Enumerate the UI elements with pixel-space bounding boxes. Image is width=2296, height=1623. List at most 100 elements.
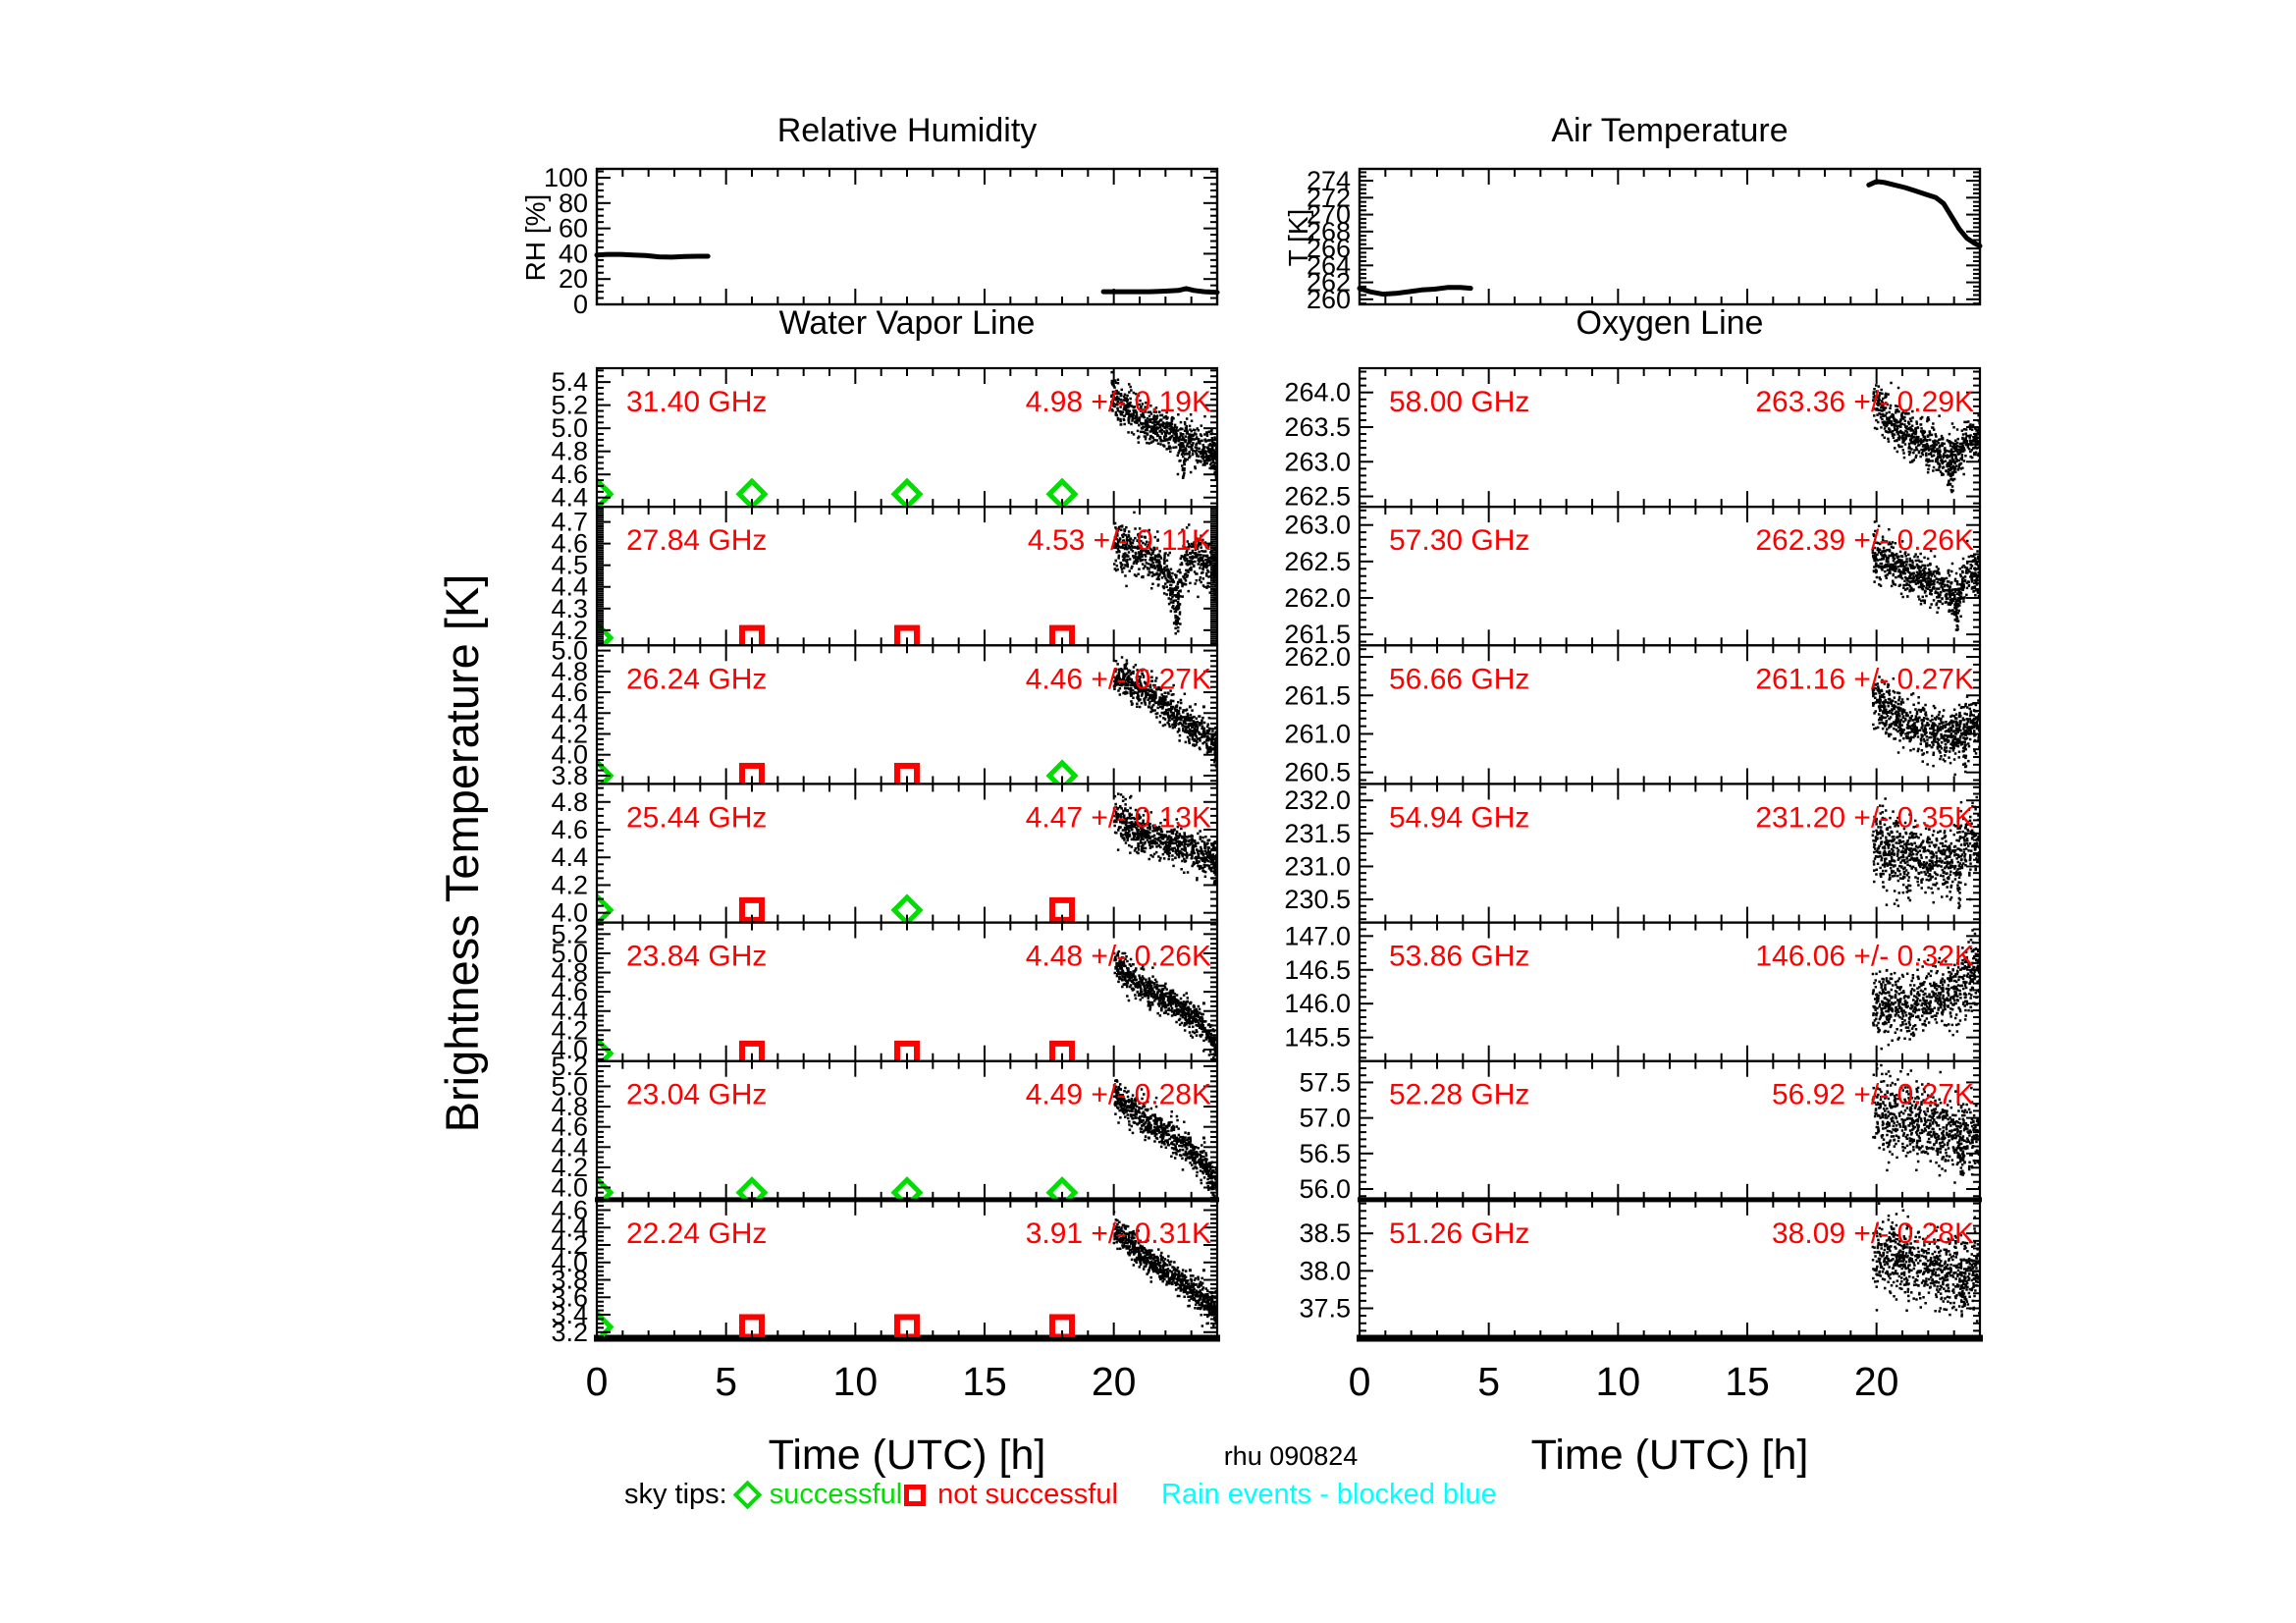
water-vapor-panel-6: 3.23.43.63.84.04.24.44.6 22.24 GHz 3.91 +/…: [551, 1196, 1219, 1347]
mean-value-label: 4.49 +/- 0.28K: [1026, 1079, 1211, 1111]
sky-tip-success-marker: [597, 759, 614, 784]
y-tick-label: 263.0: [1284, 511, 1351, 540]
sky-tip-fail-marker: [1049, 1040, 1075, 1061]
y-tick-label: 5.0: [551, 413, 588, 443]
mean-value-label: 4.47 +/- 0.13K: [1026, 801, 1211, 834]
frequency-label: 57.30 GHz: [1389, 524, 1529, 557]
y-tick-label: 231.0: [1284, 851, 1351, 881]
y-tick-label: 4.6: [551, 1196, 588, 1225]
plot-frame: [1358, 167, 1982, 306]
oxygen-panel-1: 261.5 262.0 262.5 263.0 57.30 GHz 262.39 +/- …: [1284, 506, 1982, 649]
water-vapor-panel-1: 4.24.34.44.54.64.7 27.84 GHz 4.53 +/- 0.11…: [551, 506, 1219, 647]
y-tick-label: 4.5: [551, 551, 588, 580]
y-tick-label: 4.6: [551, 1112, 588, 1142]
y-tick-label: 4.8: [551, 657, 588, 686]
legend: sky tips: successful not successful: [624, 1479, 1118, 1511]
y-tick-label: 146.5: [1284, 955, 1351, 985]
run-id-label: rhu 090824: [1223, 1441, 1359, 1471]
line-series: [1866, 179, 1983, 248]
sky-tip-success-marker: [597, 477, 614, 508]
y-tick-label: 5.4: [551, 367, 588, 397]
sky-tip-success-marker: [890, 1176, 924, 1200]
y-tick-label: 5.2: [551, 1052, 588, 1081]
line-series: [1357, 285, 1473, 298]
y-tick-label: 262.0: [1284, 642, 1351, 672]
y-tick-label: 5.0: [551, 939, 588, 968]
y-tick-label: 261.5: [1284, 680, 1351, 710]
time-axis-label-right: Time (UTC) [h]: [1530, 1432, 1809, 1479]
y-tick-label: 262: [1307, 268, 1351, 298]
y-tick-label: 270: [1307, 200, 1351, 230]
water-vapor-column-title: Water Vapor Line: [778, 304, 1036, 342]
y-tick-label: 5.0: [551, 636, 588, 666]
scatter-points: [1112, 656, 1217, 771]
sky-tip-fail-marker: [894, 624, 920, 646]
y-tick-label: 4.8: [551, 437, 588, 466]
frequency-label: 54.94 GHz: [1389, 801, 1529, 834]
y-tick-label: 261.5: [1284, 620, 1351, 649]
y-tick-label: 3.8: [551, 1266, 588, 1295]
mean-value-label: 231.20 +/- 0.35K: [1755, 801, 1974, 834]
water-vapor-panel-4: 4.04.24.44.64.85.05.2 23.84 GHz 4.48 +/- 0…: [551, 919, 1219, 1064]
legend-skytips-label: sky tips:: [624, 1479, 727, 1510]
y-tick-label: 0: [573, 290, 588, 319]
y-tick-label: 260.5: [1284, 758, 1351, 787]
y-tick-label: 3.2: [551, 1318, 588, 1347]
sky-tip-success-marker: [890, 477, 924, 508]
frequency-label: 27.84 GHz: [626, 524, 767, 557]
y-tick-label: 4.4: [551, 1213, 588, 1242]
mean-value-label: 3.91 +/- 0.31K: [1026, 1217, 1211, 1250]
y-tick-label: 56.5: [1299, 1139, 1351, 1168]
sky-tip-fail-marker: [739, 762, 765, 784]
sky-tip-success-marker: [597, 1310, 614, 1339]
y-tick-label: 4.6: [551, 529, 588, 559]
y-tick-label: 4.2: [551, 870, 588, 899]
y-tick-label: 262.5: [1284, 547, 1351, 576]
mean-value-label: 4.53 +/- 0.11K: [1028, 524, 1211, 557]
y-tick-label: 20: [559, 264, 588, 294]
y-tick-label: 4.4: [551, 997, 588, 1026]
sky-tip-success-marker: [597, 622, 614, 646]
frequency-label: 53.86 GHz: [1389, 941, 1529, 973]
mean-value-label: 4.46 +/- 0.27K: [1026, 663, 1211, 695]
y-tick-label: 56.0: [1299, 1174, 1351, 1204]
frequency-label: 26.24 GHz: [626, 663, 767, 695]
y-tick-label: 5.2: [551, 391, 588, 420]
y-tick-label: 57.0: [1299, 1104, 1351, 1133]
scatter-points: [1871, 795, 1980, 909]
y-tick-label: 4.6: [551, 677, 588, 707]
sky-tip-success-marker: [1045, 477, 1079, 508]
y-tick-label: 260: [1307, 285, 1351, 314]
rh-y-axis-label: RH [%]: [520, 193, 551, 282]
y-tick-label: 4.4: [551, 842, 588, 872]
line-series: [1100, 286, 1220, 296]
fail-marker-icon: [904, 1485, 927, 1506]
y-tick-label: 4.8: [551, 787, 588, 817]
scatter-points: [1112, 511, 1217, 635]
y-tick-label: 4.0: [551, 740, 588, 770]
oxygen-panel-4: 145.5 146.0 146.5 147.0 53.86 GHz 146.06 +/- …: [1284, 921, 1982, 1062]
y-tick-label: 4.4: [551, 698, 588, 728]
mean-value-label: 38.09 +/- 0.28K: [1772, 1217, 1974, 1250]
oxygen-panel-3: 230.5 231.0 231.5 232.0 54.94 GHz 231.20 +/- …: [1284, 783, 1982, 924]
line-series: [594, 251, 711, 260]
y-tick-label: 230.5: [1284, 885, 1351, 914]
mean-value-label: 261.16 +/- 0.27K: [1755, 663, 1974, 695]
sky-tip-fail-marker: [1049, 624, 1075, 646]
mean-value-label: 146.06 +/- 0.32K: [1755, 941, 1974, 973]
y-tick-label: 264.0: [1284, 378, 1351, 407]
oxygen-panel-0: 262.5 263.0 263.5 264.0 58.00 GHz 263.36 +/- …: [1284, 366, 1982, 512]
scatter-points: [1871, 520, 1980, 631]
y-tick-label: 5.2: [551, 919, 588, 948]
oxygen-panel-6: 37.5 38.0 38.5 51.26 GHz 38.09 +/- 0.28K: [1299, 1198, 1982, 1340]
scatter-points: [1112, 1211, 1217, 1327]
x-tick-label: 0: [586, 1359, 609, 1404]
y-tick-label: 145.5: [1284, 1023, 1351, 1053]
x-tick-label: 5: [1477, 1359, 1500, 1404]
y-tick-label: 38.0: [1299, 1256, 1351, 1285]
water-vapor-panel-2: 3.84.04.24.44.64.85.0 26.24 GHz 4.46 +/- 0…: [551, 636, 1219, 790]
y-tick-label: 4.2: [551, 1153, 588, 1182]
sky-tip-fail-marker: [739, 1040, 765, 1061]
success-marker-icon: [732, 1480, 763, 1510]
